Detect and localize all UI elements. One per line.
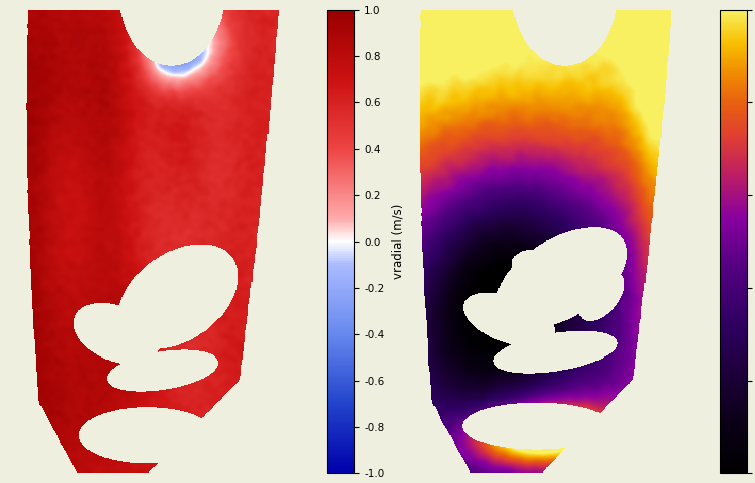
Y-axis label: vradial (m/s): vradial (m/s) [391, 204, 404, 279]
